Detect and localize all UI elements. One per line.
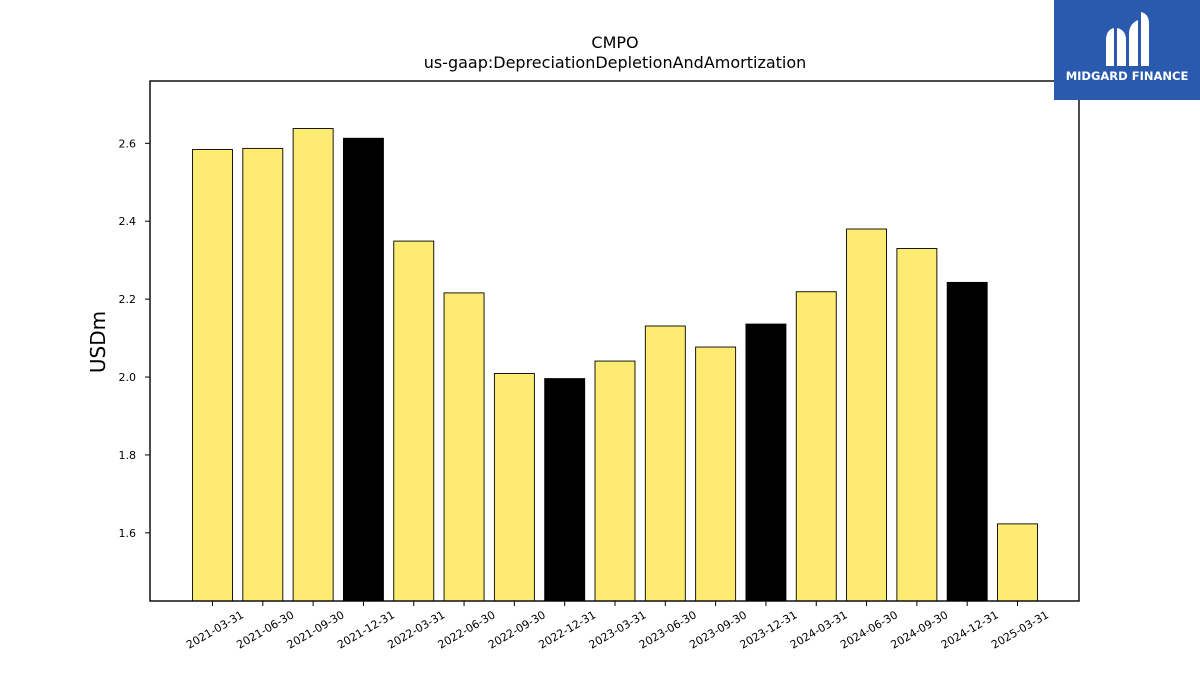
bar-2022-03-31 [393,240,435,602]
midgard-finance-logo: MIDGARD FINANCE [1054,0,1200,100]
bar-2023-12-31 [745,323,787,602]
bar-2024-06-30 [846,228,888,602]
bar-2021-03-31 [192,149,233,602]
bar-2023-06-30 [644,325,686,602]
x-axis-ticks: 2021-03-312021-06-302021-09-302021-12-31… [184,601,1051,652]
y-tick-label: 2.2 [119,293,137,306]
bar-2024-09-30 [896,248,938,602]
y-tick-label: 2.6 [119,137,137,150]
chart-subtitle: us-gaap:DepreciationDepletionAndAmortiza… [424,53,807,72]
bar-2021-12-31 [342,137,384,602]
y-axis-label: USDm [86,311,110,373]
bar-2022-09-30 [493,373,535,602]
plot-area-frame [149,80,1080,602]
y-axis-ticks: 1.6 1.8 2.0 2.2 2.4 2.6 [119,137,150,540]
bar-2021-06-30 [242,147,284,602]
y-tick-label: 1.6 [119,527,137,540]
bar-2023-09-30 [695,346,737,602]
bar-2025-03-31 [997,523,1038,602]
bar-2021-09-30 [292,128,334,602]
bar-2022-06-30 [443,292,485,602]
y-tick-label: 2.4 [119,215,137,228]
x-tick-label: 2025-03-31 [989,608,1051,651]
midgard-m-logo-icon [1106,12,1149,66]
bar-2024-12-31 [946,281,988,602]
bar-2024-03-31 [795,291,837,602]
y-tick-label: 2.0 [119,371,137,384]
bar-2022-12-31 [544,378,586,602]
chart-title: CMPO [591,33,638,52]
bars-layer [192,128,1038,602]
y-tick-label: 1.8 [119,449,137,462]
logo-text: MIDGARD FINANCE [1066,69,1189,83]
bar-2023-03-31 [594,360,636,602]
